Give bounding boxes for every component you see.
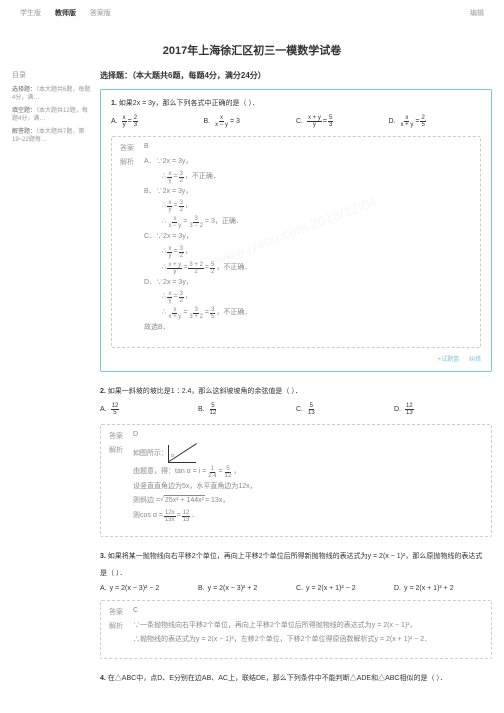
- question-text: 如果将某一抛物线向右平移2个单位，再向上平移2个单位后所得新抛物线的表达式为y …: [108, 553, 483, 560]
- option-b[interactable]: B.y = 2(x − 3)² + 2: [198, 585, 296, 592]
- question-text: 如果一斜坡的坡比是1∶2.4，那么这斜坡坡角的余弦值是（ ）．: [108, 388, 302, 395]
- option-c[interactable]: C.513: [296, 403, 394, 416]
- option-a[interactable]: A.xy = 23: [111, 115, 204, 128]
- version-tabs: 学生版 教师版 答案版: [20, 8, 123, 18]
- tab-student[interactable]: 学生版: [20, 10, 41, 17]
- report-error[interactable]: 纠错: [469, 357, 481, 363]
- answer-value: B: [144, 143, 472, 153]
- answer-value: D: [133, 431, 483, 441]
- toc-heading: 目录: [12, 70, 92, 80]
- explain-content: ∵一条抛物线向右平移2个单位，再向上平移2个单位后所得抛物线的表达式为y = 2…: [133, 621, 483, 648]
- add-to-basket[interactable]: +试题篮: [438, 357, 460, 363]
- table-of-contents: 目录 选择题：（本大题共6题，每题4分，满… 填空题：（本大题共12题，每题4分…: [12, 70, 100, 690]
- options: A.125 B.512 C.513 D.1213: [100, 403, 492, 416]
- question-number: 2.: [100, 388, 106, 395]
- edit-link[interactable]: 编辑: [470, 8, 484, 18]
- options: A.y = 2(x − 3)² − 2 B.y = 2(x − 3)² + 2 …: [100, 585, 492, 592]
- question-text: 如果2x = 3y，那么下列各式中正确的是（ ）．: [119, 100, 259, 107]
- section-title: 选择题：（本大题共6题，每题4分，满分24分）: [100, 70, 492, 81]
- question-text: 是（ ）．: [100, 568, 492, 579]
- explain-label: 解析: [109, 445, 133, 526]
- answer-label: 答案: [109, 607, 133, 617]
- question-number: 3.: [100, 553, 106, 560]
- toc-item[interactable]: 解答题：（本大题共7题，第19~22题每…: [12, 128, 92, 145]
- answer-label: 答案: [120, 143, 144, 153]
- tab-teacher[interactable]: 教师版: [55, 10, 76, 17]
- option-b[interactable]: B.xx − y = 3: [204, 115, 297, 128]
- option-d[interactable]: D.1213: [394, 403, 492, 416]
- explain-label: 解析: [109, 621, 133, 648]
- question-number: 4.: [100, 675, 106, 682]
- answer-block: 答案B 解析 A．∵2x = 3y， ∴xy = 32，不正确． B．∵2x =…: [111, 136, 481, 348]
- option-d[interactable]: D.xx + y = 25: [389, 115, 482, 128]
- toc-item[interactable]: 选择题：（本大题共6题，每题4分，满…: [12, 86, 92, 103]
- explain-content: 如图所示：α 由题意，得：tan α = i = 12.4 = 512， 设竖直…: [133, 445, 483, 526]
- answer-label: 答案: [109, 431, 133, 441]
- option-d[interactable]: D.y = 2(x + 1)² + 2: [394, 585, 492, 592]
- option-a[interactable]: A.y = 2(x − 3)² − 2: [100, 585, 198, 592]
- question-box: www.jyeoo.com 2018/12/04 1. 如果2x = 3y，那么…: [100, 89, 492, 372]
- tab-answer[interactable]: 答案版: [90, 10, 111, 17]
- option-c[interactable]: C.x + yy = 53: [296, 115, 389, 128]
- answer-block: 答案D 解析 如图所示：α 由题意，得：tan α = i = 12.4 = 5…: [100, 424, 492, 537]
- explain-label: 解析: [120, 157, 144, 337]
- option-c[interactable]: C.y = 2(x + 1)² − 2: [296, 585, 394, 592]
- explain-content: A．∵2x = 3y， ∴xy = 32，不正确． B．∵2x = 3y， ∴x…: [144, 157, 472, 337]
- page-title: 2017年上海徐汇区初三一模数学试卷: [0, 42, 504, 58]
- question-text: 在△ABC中，点D、E分别在边AB、AC上，联结DE，那么下列条件中不能判断△A…: [108, 675, 447, 682]
- option-b[interactable]: B.512: [198, 403, 296, 416]
- answer-block: 答案C 解析 ∵一条抛物线向右平移2个单位，再向上平移2个单位后所得抛物线的表达…: [100, 600, 492, 659]
- question-number: 1.: [111, 100, 117, 107]
- question-actions: +试题篮 纠错: [111, 348, 481, 363]
- option-a[interactable]: A.125: [100, 403, 198, 416]
- options: A.xy = 23 B.xx − y = 3 C.x + yy = 53 D.x…: [111, 115, 481, 128]
- answer-value: C: [133, 607, 483, 617]
- toc-item[interactable]: 填空题：（本大题共12题，每题4分，满…: [12, 107, 92, 124]
- triangle-diagram: α: [168, 445, 196, 463]
